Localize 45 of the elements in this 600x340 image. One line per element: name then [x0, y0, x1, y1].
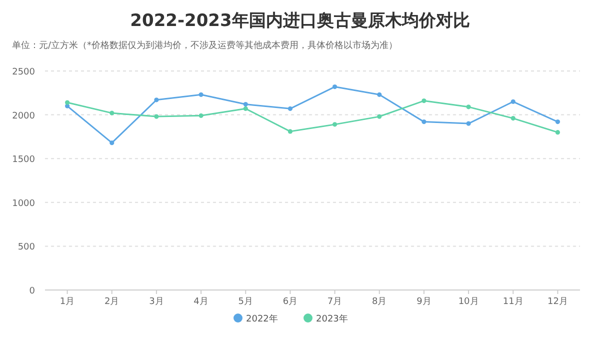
point — [64, 100, 70, 105]
x-tick-label: 1月 — [60, 297, 75, 307]
x-tick-label: 9月 — [416, 297, 432, 307]
x-tick-label: 6月 — [282, 297, 298, 307]
y-tick-label: 2000 — [12, 111, 36, 122]
point — [555, 120, 560, 124]
chart-subtitle: 单位：元/立方米（*价格数据仅为到港均价，不涉及运费等其他成本费用，具体价格以市场为准） — [12, 40, 398, 51]
point — [332, 84, 338, 90]
point — [288, 106, 293, 111]
point — [555, 130, 560, 135]
point — [422, 98, 426, 104]
x-tick-label: 5月 — [238, 297, 253, 307]
point — [510, 116, 516, 121]
point — [332, 122, 338, 127]
x-tick-label: 7月 — [327, 297, 342, 307]
point — [377, 92, 382, 97]
point — [243, 102, 248, 107]
point — [288, 129, 293, 134]
y-tick-label: 500 — [18, 242, 36, 253]
point — [154, 114, 159, 119]
x-tick-label: 11月 — [502, 297, 524, 307]
point — [466, 121, 471, 126]
x-tick-label: 8月 — [372, 297, 387, 307]
legend-label: 2023年 — [316, 314, 348, 324]
x-tick-label: 4月 — [194, 297, 208, 307]
point — [154, 98, 159, 102]
point — [377, 114, 382, 119]
point — [510, 99, 516, 104]
legend-label: 2022年 — [246, 314, 278, 324]
point — [198, 92, 204, 97]
x-tick-label: 10月 — [458, 297, 479, 307]
x-tick-label: 3月 — [149, 297, 164, 307]
point — [466, 104, 471, 110]
y-tick-label: 2500 — [12, 68, 36, 78]
point — [243, 106, 248, 111]
point — [198, 113, 204, 118]
point — [110, 110, 114, 116]
y-tick-label: 1000 — [12, 198, 36, 209]
y-tick-label: 0 — [29, 286, 36, 296]
point — [422, 120, 426, 124]
y-tick-label: 1500 — [12, 155, 36, 166]
chart-title: 2022-2023年国内进口奥古曼原木均价对比 — [130, 11, 470, 31]
x-tick-label: 2月 — [104, 297, 120, 307]
x-tick-label: 12月 — [547, 297, 568, 307]
point — [110, 140, 114, 146]
